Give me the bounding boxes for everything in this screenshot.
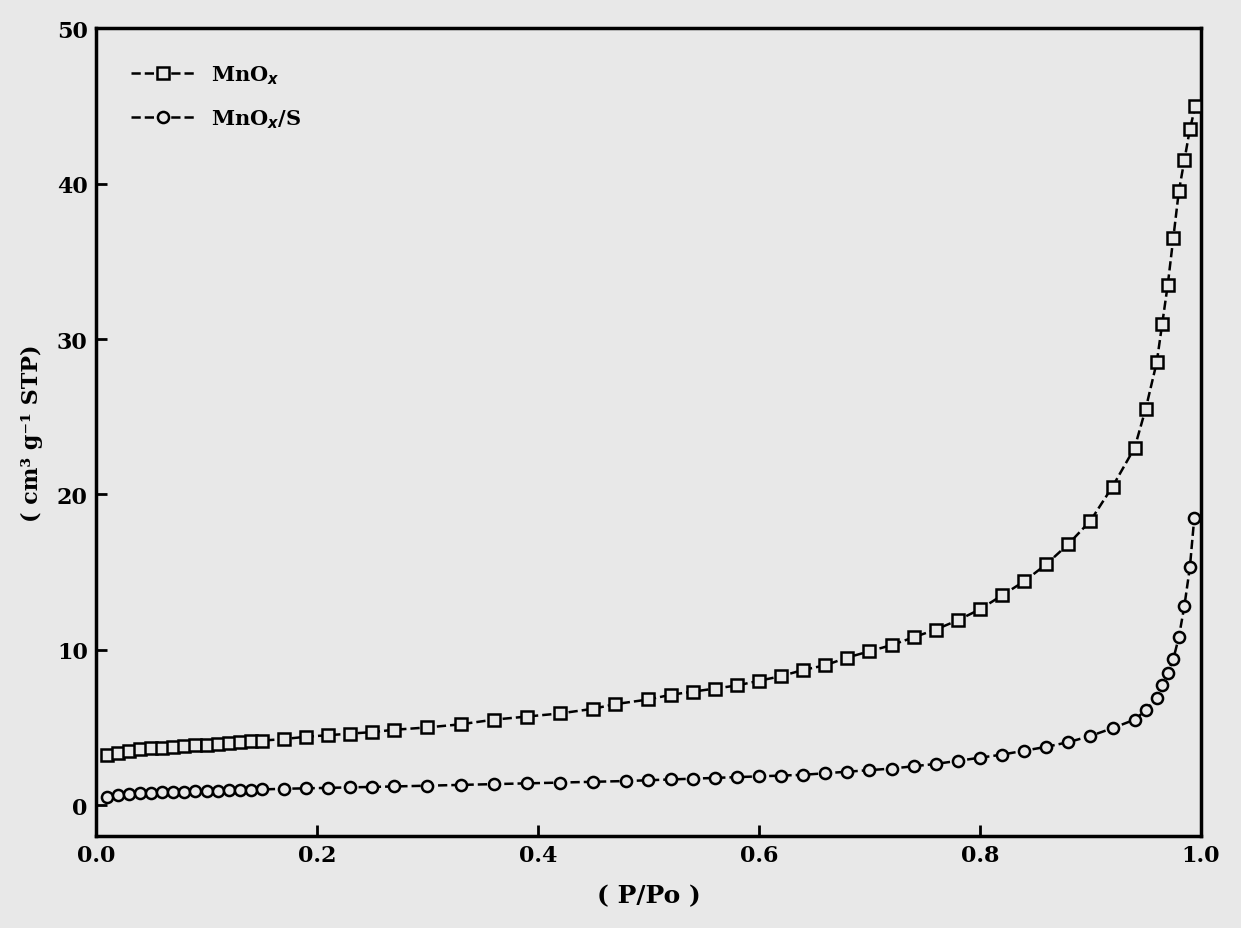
MnO$_x$/S — [365, 781, 380, 793]
MnO$_x$ — [277, 734, 292, 745]
MnO$_x$/S — [840, 767, 855, 778]
X-axis label: ( P/Po ): ( P/Po ) — [597, 883, 700, 908]
Line: MnO$_x$/S: MnO$_x$/S — [102, 512, 1200, 802]
Y-axis label: ( cm³ g⁻¹ STP): ( cm³ g⁻¹ STP) — [21, 344, 43, 522]
MnO$_x$ — [840, 652, 855, 664]
MnO$_x$ — [99, 750, 114, 761]
MnO$_x$/S — [210, 785, 225, 796]
MnO$_x$/S — [277, 783, 292, 794]
Legend: MnO$_x$, MnO$_x$/S: MnO$_x$, MnO$_x$/S — [107, 40, 326, 156]
MnO$_x$ — [387, 725, 402, 736]
MnO$_x$/S — [1186, 512, 1201, 523]
MnO$_x$ — [1188, 101, 1203, 112]
MnO$_x$/S — [320, 782, 335, 793]
MnO$_x$/S — [387, 781, 402, 793]
MnO$_x$ — [320, 729, 335, 741]
MnO$_x$ — [365, 727, 380, 738]
Line: MnO$_x$: MnO$_x$ — [102, 101, 1201, 761]
MnO$_x$ — [210, 739, 225, 750]
MnO$_x$/S — [99, 792, 114, 803]
